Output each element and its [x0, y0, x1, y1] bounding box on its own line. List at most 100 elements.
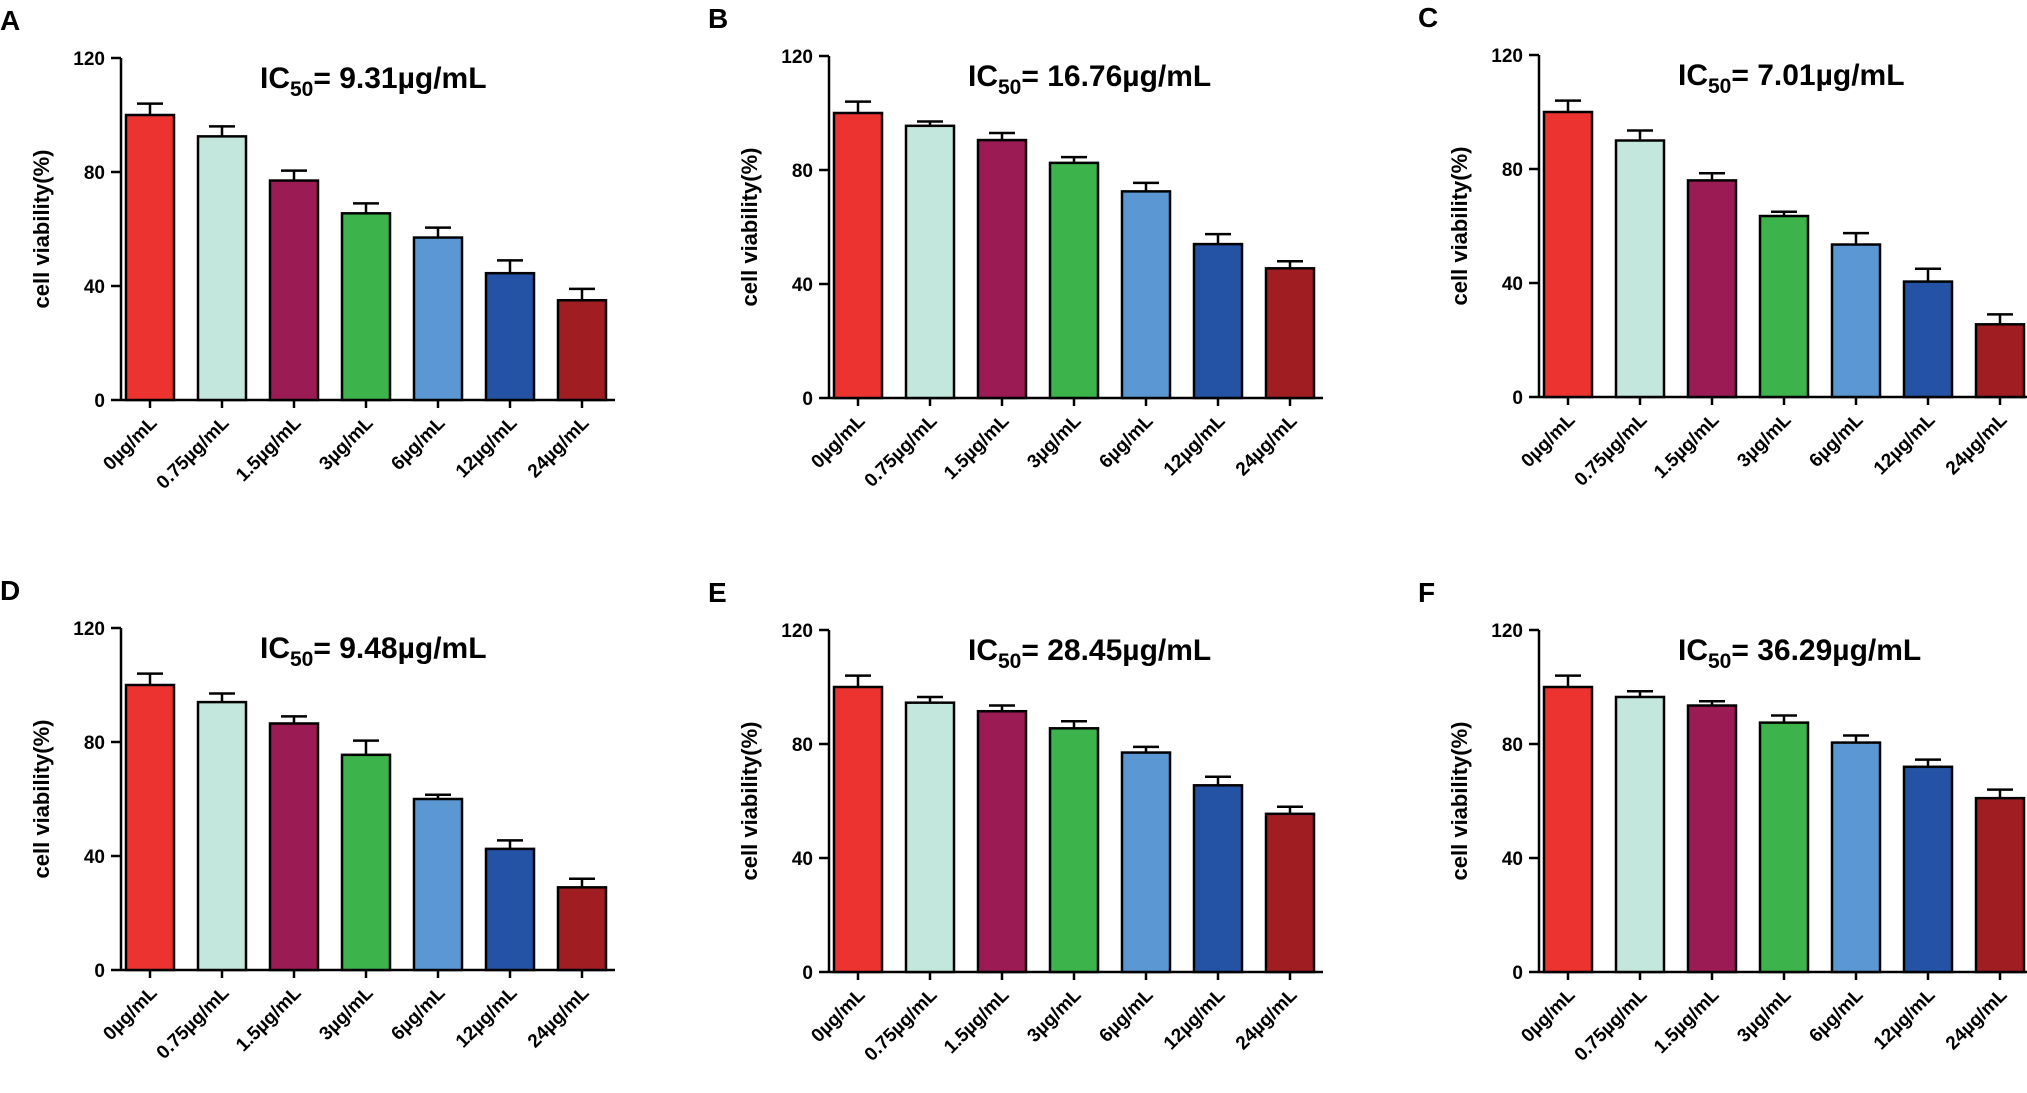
x-tick-label: 0µg/mL [99, 412, 161, 474]
error-bar-7 [569, 287, 595, 301]
bar-3 [268, 179, 320, 402]
x-tick-label: 24µg/mL [1942, 984, 2012, 1054]
panel-letter: C [1418, 2, 1438, 33]
y-axis-label: cell viability(%) [1447, 722, 1472, 881]
x-tick-label: 3µg/mL [1733, 984, 1795, 1046]
error-bar-1 [137, 672, 163, 685]
error-bar-7 [1277, 259, 1303, 269]
y-tick-label: 80 [1502, 735, 1523, 756]
error-bar-7 [569, 877, 595, 888]
error-bar-3 [989, 131, 1015, 141]
x-tick-label: 12µg/mL [452, 412, 522, 482]
bar-6 [1192, 784, 1244, 974]
x-tick-label: 1.5µg/mL [940, 984, 1014, 1058]
y-tick-label: 80 [792, 735, 813, 756]
x-tick-label: 1.5µg/mL [232, 982, 306, 1056]
y-tick-label: 0 [1512, 963, 1523, 984]
x-tick-label: 3µg/mL [1023, 410, 1085, 472]
error-bar-2 [1627, 690, 1653, 697]
bar-6 [484, 847, 536, 972]
y-tick-label: 40 [1502, 274, 1523, 295]
bar-4 [340, 753, 392, 972]
panel-letter: D [0, 575, 20, 606]
error-bar-6 [1915, 758, 1941, 767]
panel-letter: E [708, 577, 727, 608]
error-bar-5 [425, 226, 451, 238]
panel-letter: F [1418, 577, 1435, 608]
x-tick-label: 0µg/mL [807, 984, 869, 1046]
x-tick-label: 0.75µg/mL [1571, 984, 1652, 1065]
bar-3 [1686, 179, 1738, 399]
error-bar-5 [1843, 231, 1869, 245]
x-tick-label: 0.75µg/mL [1571, 409, 1652, 490]
bar-4 [1048, 727, 1100, 974]
bar-2 [904, 124, 956, 400]
bar-4 [1048, 161, 1100, 400]
y-tick-label: 80 [84, 163, 105, 184]
x-tick-label: 24µg/mL [1232, 984, 1302, 1054]
chart-title: IC50= 7.01µg/mL [1678, 59, 1905, 98]
error-bar-7 [1987, 313, 2013, 325]
x-tick-label: 1.5µg/mL [1650, 984, 1724, 1058]
error-bar-1 [137, 102, 163, 115]
x-tick-label: 0.75µg/mL [153, 412, 234, 493]
bar-2 [196, 135, 248, 402]
error-bar-6 [1915, 267, 1941, 282]
y-tick-label: 120 [73, 49, 105, 70]
bar-1 [124, 683, 176, 972]
error-bar-2 [209, 125, 235, 137]
x-tick-label: 6µg/mL [387, 412, 449, 474]
panel-d: D IC50= 9.48µg/mL cell viability(%) 0 40 80 12… [0, 575, 615, 1064]
x-tick-label: 24µg/mL [1942, 409, 2012, 479]
panel-a: A IC50= 9.31µg/mL cell viability(%) 0 40 80 12… [0, 5, 615, 494]
x-tick-label: 6µg/mL [1805, 984, 1867, 1046]
chart-title: IC50= 9.31µg/mL [260, 62, 487, 101]
bar-7 [556, 886, 608, 972]
x-tick-label: 0.75µg/mL [861, 410, 942, 491]
bar-3 [268, 722, 320, 972]
y-tick-label: 120 [781, 621, 813, 642]
y-tick-label: 0 [802, 963, 813, 984]
y-tick-label: 0 [94, 391, 105, 412]
error-bar-4 [1771, 714, 1797, 723]
x-tick-label: 1.5µg/mL [232, 412, 306, 486]
x-tick-label: 6µg/mL [1805, 409, 1867, 471]
error-bar-5 [1133, 745, 1159, 753]
x-tick-label: 0µg/mL [1517, 984, 1579, 1046]
bar-4 [340, 212, 392, 402]
bar-3 [976, 138, 1028, 400]
bar-4 [1758, 721, 1810, 974]
x-tick-label: 1.5µg/mL [940, 410, 1014, 484]
bar-3 [1686, 704, 1738, 974]
error-bar-2 [1627, 129, 1653, 141]
error-bar-6 [1205, 775, 1231, 786]
bar-2 [904, 701, 956, 974]
y-axis-label: cell viability(%) [737, 148, 762, 307]
x-tick-label: 6µg/mL [1095, 410, 1157, 472]
error-bar-6 [497, 839, 523, 849]
bar-3 [976, 709, 1028, 974]
y-tick-label: 0 [94, 961, 105, 982]
x-tick-label: 1.5µg/mL [1650, 409, 1724, 483]
error-bar-2 [917, 120, 943, 126]
bar-7 [1264, 812, 1316, 974]
bar-6 [1902, 280, 1954, 399]
bar-7 [1264, 267, 1316, 400]
bar-6 [1192, 242, 1244, 400]
x-tick-label: 0.75µg/mL [861, 984, 942, 1065]
y-tick-label: 0 [1512, 388, 1523, 409]
y-tick-label: 40 [792, 275, 813, 296]
x-tick-label: 12µg/mL [1870, 409, 1940, 479]
error-bar-1 [1555, 674, 1581, 687]
bar-1 [1542, 110, 1594, 399]
bar-6 [484, 271, 536, 402]
y-axis-label: cell viability(%) [29, 720, 54, 879]
y-tick-label: 40 [84, 277, 105, 298]
error-bar-2 [209, 692, 235, 703]
bar-5 [1120, 190, 1172, 400]
bar-5 [1120, 751, 1172, 974]
error-bar-4 [353, 202, 379, 214]
error-bar-3 [1699, 172, 1725, 181]
bar-1 [832, 111, 884, 400]
y-tick-label: 40 [84, 847, 105, 868]
